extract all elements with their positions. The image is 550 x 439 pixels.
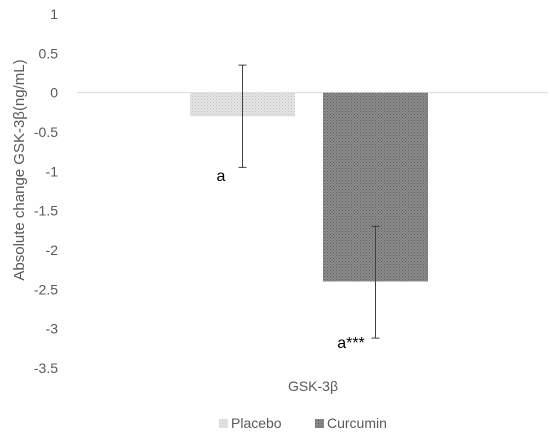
y-axis-tick-labels: 1 0.5 0 -0.5 -1 -1.5 -2 -2.5 -3 -3.5 (34, 6, 58, 376)
y-tick-label: 0 (50, 85, 58, 101)
legend-item-curcumin: Curcumin (315, 415, 387, 431)
bars (190, 92, 428, 282)
y-tick-label: -2.5 (34, 281, 58, 297)
error-bar-placebo (238, 64, 247, 168)
legend-label: Curcumin (327, 415, 387, 431)
x-axis-category-label: GSK-3β (288, 378, 338, 394)
error-bar-curcumin (371, 225, 380, 339)
y-axis-title: Absolute change GSK-3β(ng/mL) (11, 59, 28, 280)
legend: Placebo Curcumin (219, 415, 387, 431)
legend-item-placebo: Placebo (219, 415, 282, 431)
y-tick-label: 1 (50, 6, 58, 22)
y-tick-label: -0.5 (34, 124, 58, 140)
legend-label: Placebo (231, 415, 282, 431)
y-tick-label: -2 (46, 242, 59, 258)
y-tick-label: -3 (46, 321, 59, 337)
annotation-placebo: a (217, 168, 226, 185)
y-tick-label: -1 (46, 163, 59, 179)
legend-swatch (219, 419, 228, 428)
legend-swatch (315, 419, 324, 428)
y-tick-label: 0.5 (39, 45, 59, 61)
error-bars (238, 64, 380, 339)
y-tick-label: -1.5 (34, 203, 58, 219)
bar-annotations: a a*** (217, 168, 365, 352)
y-tick-label: -3.5 (34, 360, 58, 376)
annotation-curcumin: a*** (337, 335, 365, 352)
